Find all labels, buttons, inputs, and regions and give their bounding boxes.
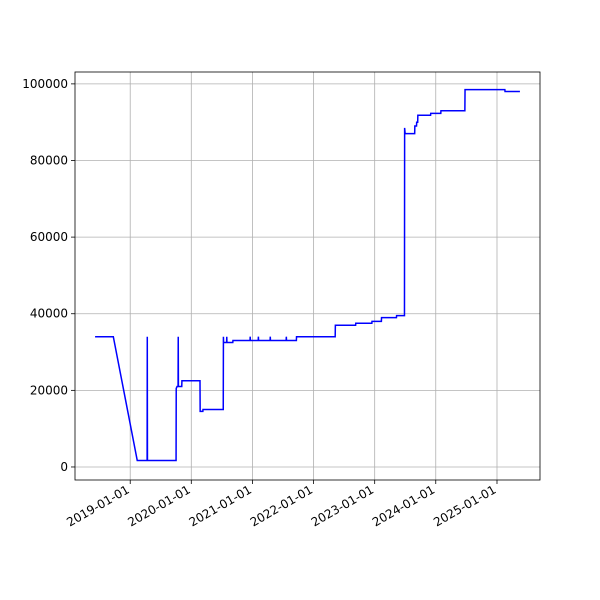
line	[95, 88, 520, 462]
y-tick-label: 20000	[30, 383, 68, 397]
y-tick-label: 100000	[22, 77, 68, 91]
x-tick-label: 2021-01-01	[187, 482, 254, 529]
axes-frame	[74, 71, 541, 481]
x-tick-label: 2024-01-01	[370, 482, 437, 529]
y-tick-label: 40000	[30, 307, 68, 321]
x-tick-label: 2020-01-01	[125, 482, 192, 529]
y-tick-label: 0	[60, 460, 68, 474]
x-tick-label: 2025-01-01	[431, 482, 498, 529]
y-tick-label: 80000	[30, 153, 68, 167]
y-tick-label: 60000	[30, 230, 68, 244]
x-tick-label: 2022-01-01	[248, 482, 315, 529]
x-tick-label: 2019-01-01	[64, 482, 131, 529]
x-tick-label: 2023-01-01	[309, 482, 376, 529]
